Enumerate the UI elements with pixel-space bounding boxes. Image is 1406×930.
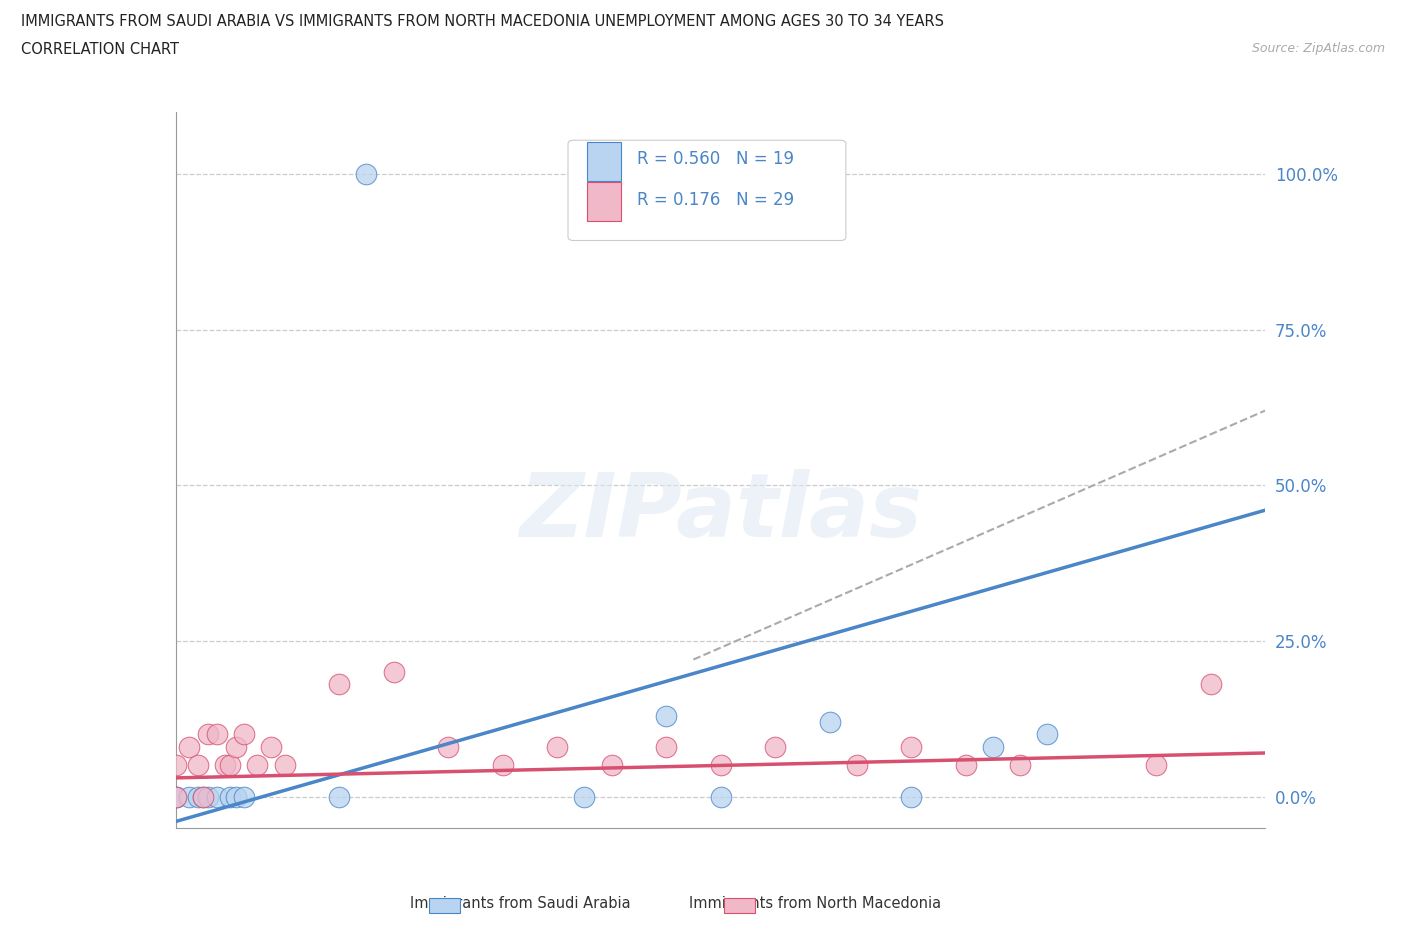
- FancyBboxPatch shape: [568, 140, 846, 241]
- Point: [205, 727, 228, 742]
- Point: [1036, 727, 1059, 742]
- Point: [274, 758, 297, 773]
- Text: Immigrants from North Macedonia: Immigrants from North Macedonia: [689, 897, 942, 911]
- Point: [1144, 758, 1167, 773]
- FancyBboxPatch shape: [586, 181, 621, 221]
- Text: CORRELATION CHART: CORRELATION CHART: [21, 42, 179, 57]
- Point: [197, 727, 219, 742]
- Point: [214, 758, 236, 773]
- Text: R = 0.176   N = 29: R = 0.176 N = 29: [637, 191, 794, 208]
- Point: [818, 714, 841, 729]
- Point: [328, 677, 350, 692]
- FancyBboxPatch shape: [586, 141, 621, 181]
- Point: [710, 790, 733, 804]
- Point: [191, 790, 214, 804]
- Point: [186, 790, 209, 804]
- Point: [232, 790, 254, 804]
- Point: [600, 758, 623, 773]
- Point: [981, 739, 1004, 754]
- Point: [492, 758, 515, 773]
- Point: [165, 790, 187, 804]
- Point: [225, 790, 247, 804]
- Point: [546, 739, 568, 754]
- Point: [655, 739, 678, 754]
- Point: [205, 790, 228, 804]
- Text: R = 0.560   N = 19: R = 0.560 N = 19: [637, 150, 793, 168]
- Text: Source: ZipAtlas.com: Source: ZipAtlas.com: [1251, 42, 1385, 55]
- Point: [574, 790, 596, 804]
- Point: [710, 758, 733, 773]
- Point: [1010, 758, 1032, 773]
- Text: ZIPatlas: ZIPatlas: [519, 469, 922, 556]
- Point: [179, 739, 201, 754]
- Point: [845, 758, 868, 773]
- Point: [356, 166, 378, 181]
- Point: [165, 790, 187, 804]
- Point: [382, 665, 405, 680]
- Point: [655, 708, 678, 723]
- Point: [955, 758, 977, 773]
- Point: [179, 790, 201, 804]
- Point: [165, 758, 187, 773]
- Text: IMMIGRANTS FROM SAUDI ARABIA VS IMMIGRANTS FROM NORTH MACEDONIA UNEMPLOYMENT AMO: IMMIGRANTS FROM SAUDI ARABIA VS IMMIGRAN…: [21, 14, 943, 29]
- Point: [900, 739, 922, 754]
- Point: [437, 739, 460, 754]
- Point: [232, 727, 254, 742]
- Point: [191, 790, 214, 804]
- Point: [260, 739, 283, 754]
- Point: [328, 790, 350, 804]
- Point: [900, 790, 922, 804]
- Point: [219, 758, 242, 773]
- Point: [246, 758, 269, 773]
- Point: [763, 739, 786, 754]
- Point: [1199, 677, 1222, 692]
- Point: [165, 790, 187, 804]
- Point: [186, 758, 209, 773]
- Point: [219, 790, 242, 804]
- Text: Immigrants from Saudi Arabia: Immigrants from Saudi Arabia: [411, 897, 630, 911]
- Point: [225, 739, 247, 754]
- Point: [197, 790, 219, 804]
